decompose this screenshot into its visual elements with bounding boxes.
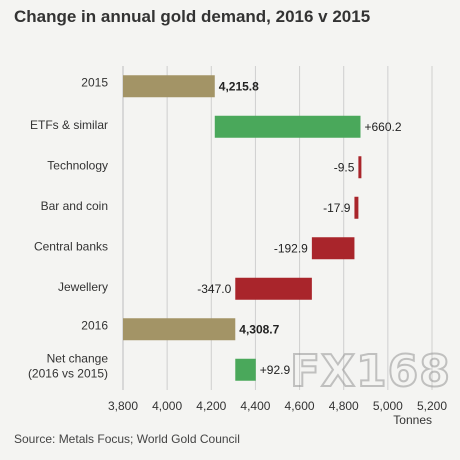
data-label: -17.9	[323, 201, 351, 215]
category-label: 2016	[81, 318, 108, 332]
bar-total	[123, 75, 215, 98]
category-labels: 2015 ETFs & similar Technology Bar and coin…	[28, 75, 108, 380]
data-label: -347.0	[197, 282, 231, 296]
category-label: Jewellery	[58, 280, 108, 294]
bars	[123, 75, 362, 381]
x-tick-label: 4,200	[196, 399, 226, 413]
value-labels: 4,215.8 +660.2 -9.5 -17.9 -192.9 -347.0 4,308.…	[197, 79, 402, 377]
x-tick-label: 4,400	[240, 399, 270, 413]
category-label: Bar and coin	[41, 199, 108, 213]
x-tick-label: 3,800	[108, 399, 138, 413]
watermark-logo: FX168	[289, 345, 451, 398]
x-axis-ticks: 3,800 4,000 4,200 4,400 4,600 4,800 5,000 5,200	[108, 399, 447, 413]
x-tick-label: 4,800	[329, 399, 359, 413]
bar-decrease	[354, 196, 359, 219]
category-label: Central banks	[34, 239, 108, 253]
chart-title: Change in annual gold demand, 2016 v 201…	[14, 7, 371, 26]
category-label: Net change	[47, 351, 109, 365]
source-note: Source: Metals Focus; World Gold Council	[14, 432, 240, 446]
category-label: 2015	[81, 75, 108, 89]
bar-increase	[235, 358, 256, 381]
data-label: -9.5	[334, 160, 355, 174]
x-tick-label: 4,600	[285, 399, 315, 413]
bar-decrease	[358, 156, 362, 179]
x-tick-label: 5,000	[373, 399, 403, 413]
bar-total	[123, 318, 236, 341]
category-label: (2016 vs 2015)	[28, 366, 108, 380]
gridlines	[122, 66, 433, 390]
data-label: +660.2	[364, 120, 401, 134]
category-label: ETFs & similar	[30, 118, 108, 132]
x-axis-unit-label: Tonnes	[393, 413, 432, 427]
data-label: 4,215.8	[219, 79, 259, 93]
bar-decrease	[311, 237, 355, 260]
data-label: 4,308.7	[239, 322, 279, 336]
x-tick-label: 4,000	[152, 399, 182, 413]
bar-decrease	[235, 277, 312, 300]
data-label: -192.9	[274, 241, 308, 255]
category-label: Technology	[47, 158, 108, 172]
x-tick-label: 5,200	[417, 399, 447, 413]
data-label: +92.9	[260, 363, 291, 377]
bar-increase	[214, 115, 361, 138]
